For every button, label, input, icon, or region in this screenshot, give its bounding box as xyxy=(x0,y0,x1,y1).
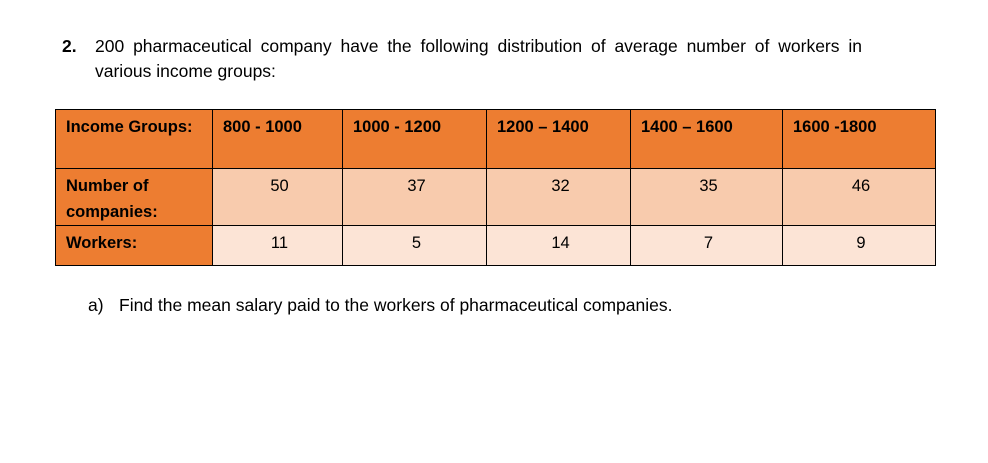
row-label-workers: Workers: xyxy=(55,225,213,266)
sub-question-a: a) Find the mean salary paid to the worke… xyxy=(88,293,672,318)
row-label-companies: Number of companies: xyxy=(55,168,213,226)
income-group-cell: 1000 - 1200 xyxy=(342,109,487,169)
workers-cell: 5 xyxy=(342,225,487,266)
question-text: 200 pharmaceutical company have the foll… xyxy=(95,36,862,81)
companies-cell: 46 xyxy=(782,168,936,226)
row-label-income-groups: Income Groups: xyxy=(55,109,213,169)
workers-cell: 7 xyxy=(630,225,783,266)
sub-question-letter: a) xyxy=(88,295,104,315)
companies-cell: 37 xyxy=(342,168,487,226)
table-row-income-groups: Income Groups: 800 - 1000 1000 - 1200 12… xyxy=(55,109,936,169)
income-group-cell: 1400 – 1600 xyxy=(630,109,783,169)
companies-cell: 35 xyxy=(630,168,783,226)
workers-cell: 11 xyxy=(212,225,343,266)
income-group-cell: 1200 – 1400 xyxy=(486,109,631,169)
workers-cell: 14 xyxy=(486,225,631,266)
income-group-cell: 1600 -1800 xyxy=(782,109,936,169)
question-number: 2. xyxy=(62,36,77,56)
question-block: 2. 200 pharmaceutical company have the f… xyxy=(62,34,862,84)
income-group-cell: 800 - 1000 xyxy=(212,109,343,169)
distribution-table: Income Groups: 800 - 1000 1000 - 1200 12… xyxy=(55,109,936,266)
companies-cell: 32 xyxy=(486,168,631,226)
companies-cell: 50 xyxy=(212,168,343,226)
table-row-workers: Workers: 11 5 14 7 9 xyxy=(55,225,936,266)
workers-cell: 9 xyxy=(782,225,936,266)
sub-question-text: Find the mean salary paid to the workers… xyxy=(119,295,673,315)
table-row-companies: Number of companies: 50 37 32 35 46 xyxy=(55,168,936,226)
